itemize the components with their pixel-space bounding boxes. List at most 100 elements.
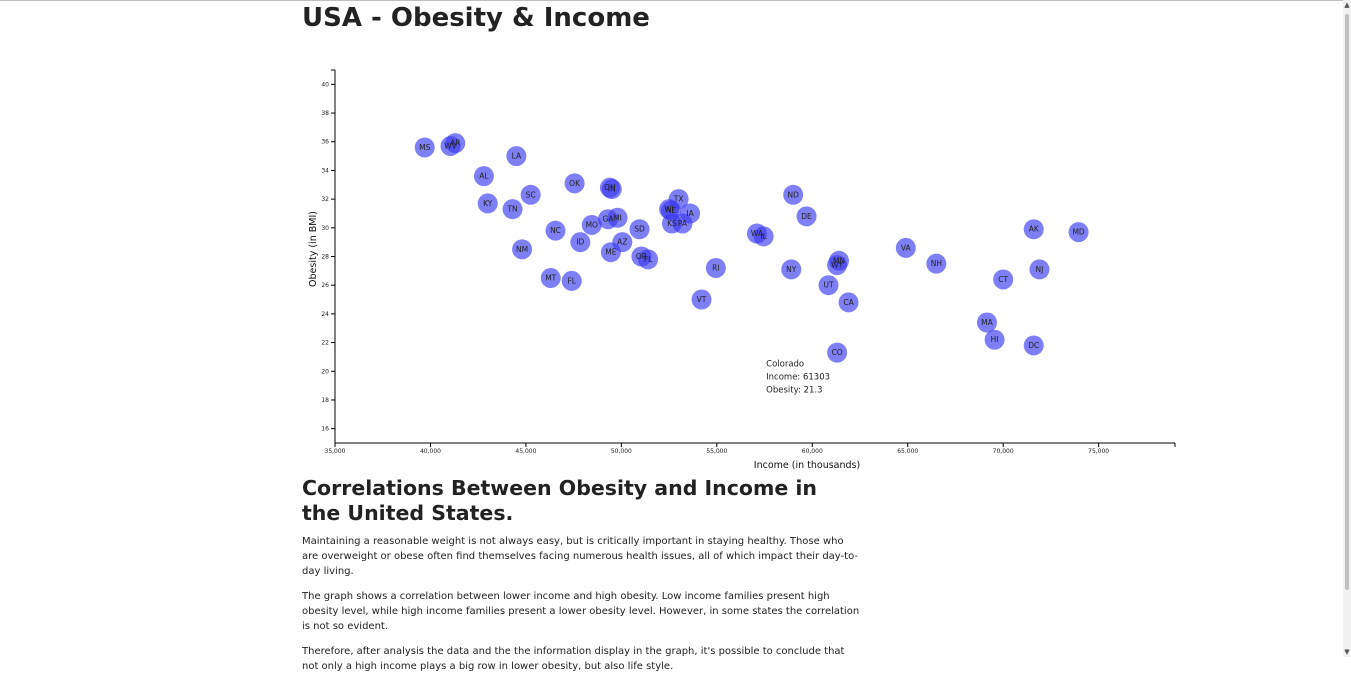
data-point [827, 255, 848, 276]
data-point-label: SC [526, 190, 536, 199]
data-point-label: VA [901, 243, 912, 252]
data-point [781, 259, 802, 280]
data-point-label: PA [678, 219, 688, 228]
article-paragraph: The graph shows a correlation between lo… [302, 591, 860, 632]
data-point-label: ND [787, 190, 799, 199]
data-point [570, 232, 591, 253]
y-tick-label: 16 [321, 426, 329, 433]
data-point-label: NJ [1036, 265, 1044, 274]
article: Correlations Between Obesity and Income … [302, 476, 862, 684]
data-point-label: WV [444, 142, 457, 151]
data-point-label: VT [697, 295, 707, 304]
data-point [581, 214, 602, 235]
scrollbar-thumb[interactable] [1345, 14, 1349, 590]
data-point [561, 270, 582, 291]
data-point-label: OH [604, 183, 616, 192]
data-point [564, 173, 585, 194]
y-tick-label: 34 [321, 167, 329, 174]
y-tick-label: 20 [321, 368, 329, 375]
data-point-label: MS [419, 143, 430, 152]
data-point-label: AK [1029, 225, 1040, 234]
data-point-label: TN [506, 205, 517, 214]
x-tick-label: 65,000 [897, 448, 918, 455]
data-point [473, 166, 494, 187]
data-point-label: MT [545, 274, 556, 283]
data-point [838, 292, 859, 313]
page-title: USA - Obesity & Income [302, 3, 650, 33]
data-point-label: NE [666, 206, 677, 215]
data-point-label: WI [664, 205, 674, 214]
y-tick-label: 38 [321, 110, 329, 117]
x-tick-label: 45,000 [515, 448, 536, 455]
data-point-label: ME [605, 248, 616, 257]
data-point [1068, 222, 1089, 243]
data-point-label: FL [644, 255, 653, 264]
data-point [600, 242, 621, 263]
y-axis-title: Obesity (in BMI) [308, 211, 319, 287]
data-point [601, 179, 622, 200]
data-point [512, 239, 533, 260]
data-point [607, 207, 628, 228]
article-paragraph: Therefore, after analysis the data and t… [302, 646, 845, 672]
data-point-label: AR [450, 139, 460, 148]
data-point [976, 312, 997, 333]
data-point [1023, 219, 1044, 240]
tooltip-line: Income: 61303 [766, 373, 830, 383]
data-point-label: LA [512, 152, 522, 161]
tooltip: Colorado Income: 61303 Obesity: 21.3 [766, 360, 830, 396]
data-point-label: GA [603, 215, 615, 224]
y-tick-label: 40 [321, 81, 329, 88]
x-tick-label: 40,000 [420, 448, 441, 455]
data-point-label: MO [586, 220, 598, 229]
data-point-label: NC [550, 226, 561, 235]
browser-top-border [0, 0, 1343, 1]
data-point-label: IA [686, 209, 694, 218]
y-tick-label: 24 [321, 311, 329, 318]
data-point [502, 199, 523, 220]
data-point [705, 257, 726, 278]
y-tick-label: 18 [321, 397, 329, 404]
x-tick-label: 55,000 [706, 448, 727, 455]
tooltip-line: Colorado [766, 360, 804, 370]
data-point-label: CO [832, 348, 843, 357]
data-point [520, 184, 541, 205]
y-tick-label: 32 [321, 196, 329, 203]
y-tick-label: 26 [321, 282, 329, 289]
data-point-label: TX [673, 195, 684, 204]
data-point-label: OR [636, 252, 647, 261]
data-point-label: RI [712, 263, 719, 272]
data-point [796, 206, 817, 227]
data-point [783, 184, 804, 205]
data-point-label: CA [843, 298, 854, 307]
data-point-label: OK [569, 179, 581, 188]
data-point-label: WY [831, 261, 843, 270]
y-tick-label: 28 [321, 254, 329, 261]
data-point-label: MA [981, 318, 993, 327]
data-point-label: DE [801, 212, 812, 221]
data-point-label: SD [634, 225, 645, 234]
data-point [477, 193, 498, 214]
data-point [638, 249, 659, 270]
data-point-label: NY [786, 265, 797, 274]
data-point [414, 137, 435, 158]
data-point [506, 146, 527, 167]
y-tick-label: 30 [321, 225, 329, 232]
data-point-label: AZ [617, 238, 627, 247]
x-tick-label: 60,000 [802, 448, 823, 455]
article-heading: Correlations Between Obesity and Income … [302, 476, 818, 525]
data-point [818, 275, 839, 296]
x-tick-label: 75,000 [1088, 448, 1109, 455]
scroll-up-icon[interactable]: ▲ [1344, 1, 1350, 9]
scroll-down-icon[interactable]: ▼ [1344, 648, 1350, 656]
data-point-label: IN [608, 185, 616, 194]
data-point-label: MN [833, 256, 845, 265]
x-tick-label: 35,000 [325, 448, 346, 455]
vertical-scrollbar[interactable]: ▲ ▼ [1343, 0, 1351, 657]
data-point [827, 342, 848, 363]
data-point [545, 220, 566, 241]
data-point [993, 269, 1014, 290]
data-point-label: AL [479, 172, 489, 181]
y-tick-label: 36 [321, 139, 329, 146]
x-axis: 35,000 40,000 45,000 50,000 55,000 60,000 65,0… [325, 442, 1176, 455]
